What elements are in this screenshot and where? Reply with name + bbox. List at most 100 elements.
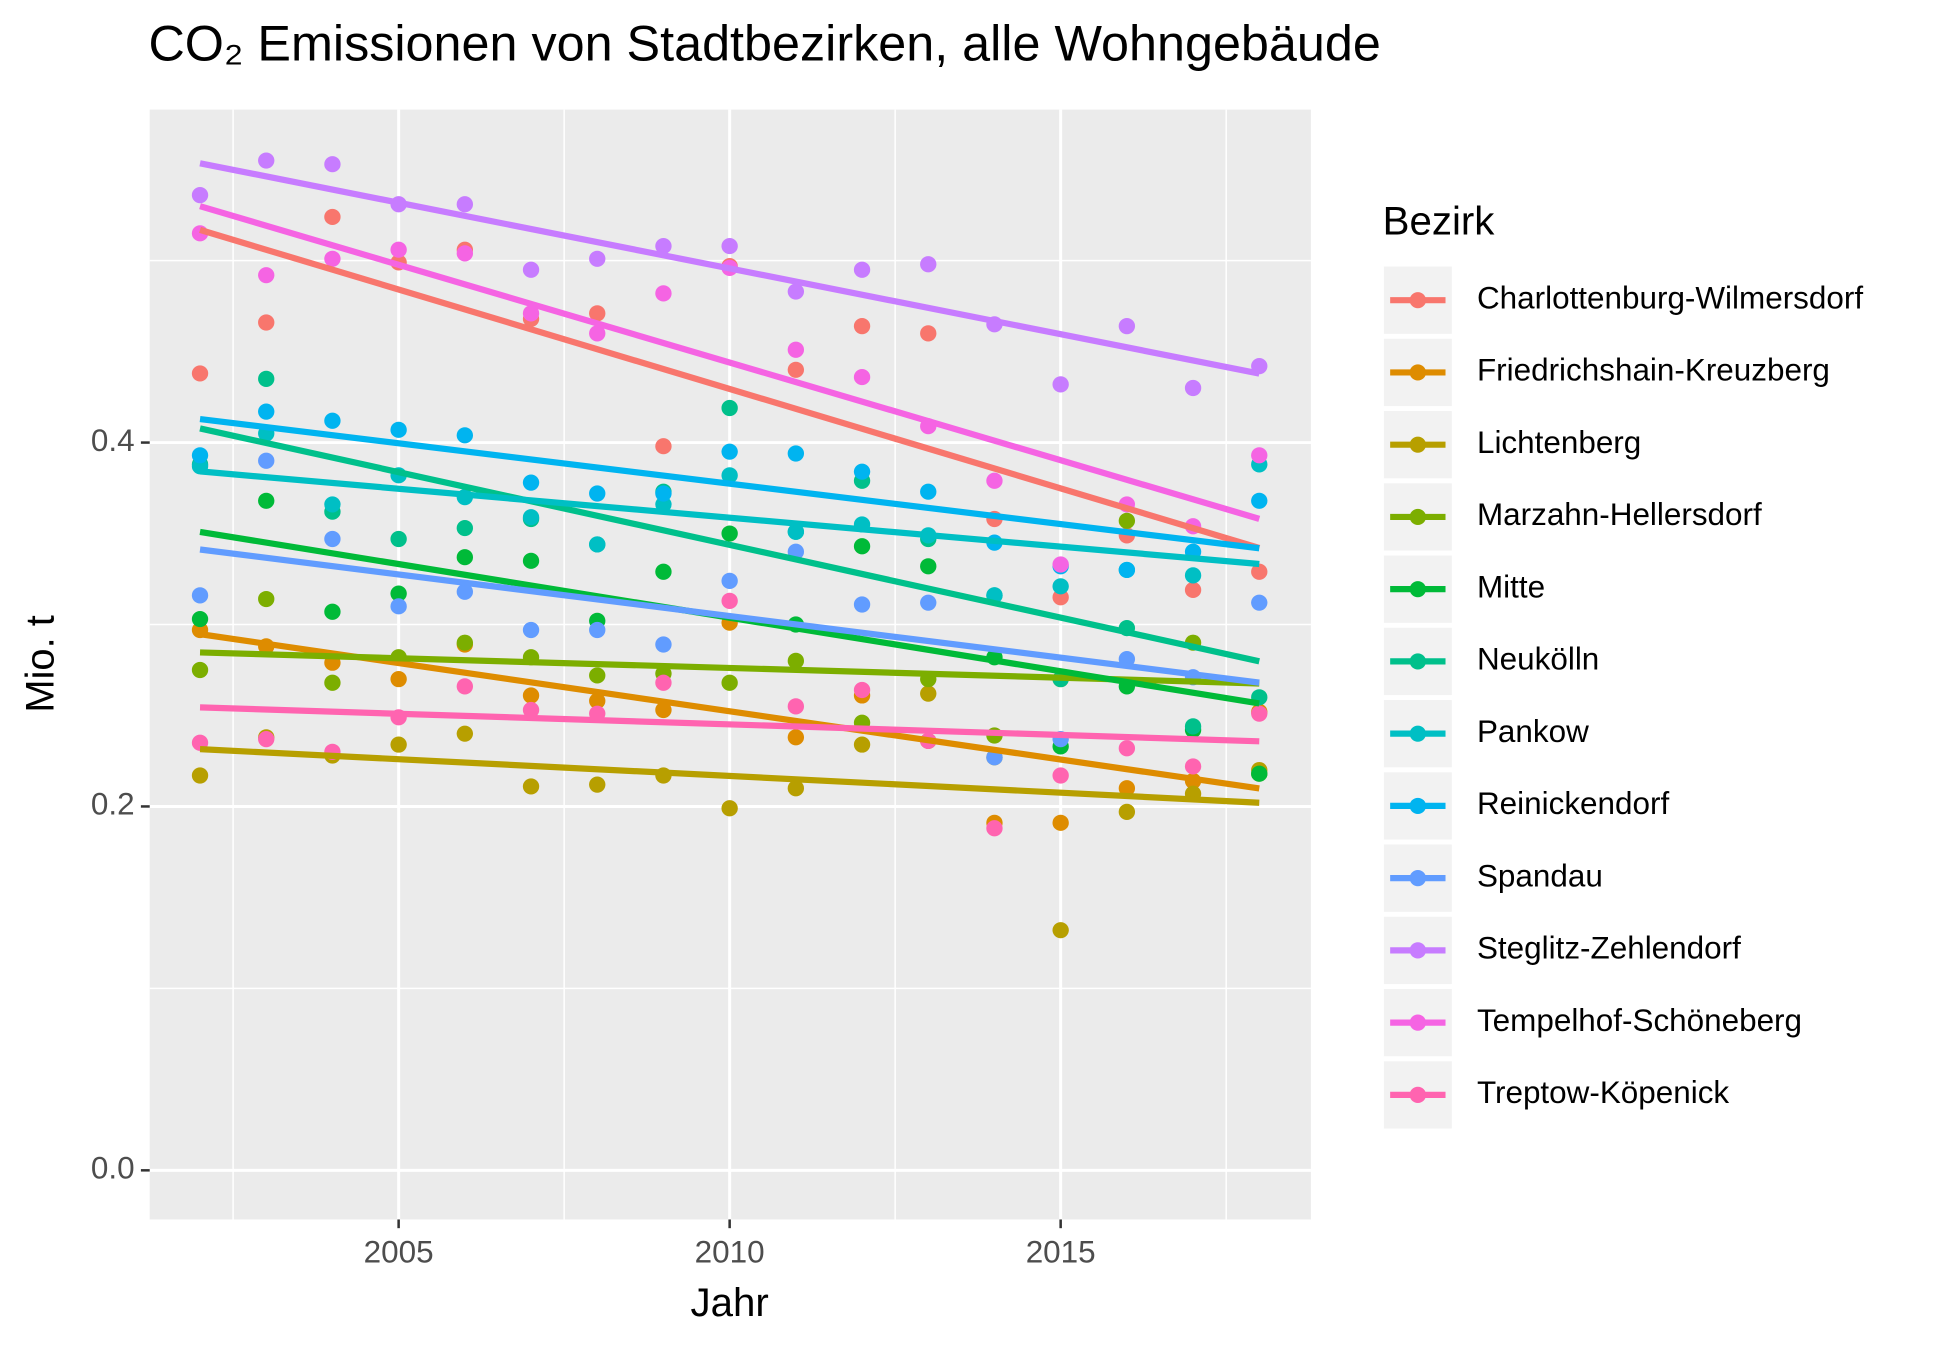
- point: [191, 447, 209, 464]
- point: [258, 267, 275, 284]
- point: [920, 594, 937, 611]
- trend-line: [199, 425, 1260, 665]
- point: [655, 636, 672, 653]
- point: [721, 674, 738, 691]
- legend-dot: [1409, 436, 1427, 453]
- point: [589, 776, 606, 793]
- point: [324, 156, 341, 173]
- point: [1184, 567, 1202, 584]
- point: [191, 610, 209, 628]
- point: [920, 325, 937, 342]
- point: [258, 452, 275, 469]
- legend-dot: [1409, 581, 1427, 598]
- point: [1251, 765, 1268, 782]
- point: [721, 800, 738, 817]
- point: [787, 652, 805, 669]
- point: [853, 681, 871, 699]
- legend-label: Tempelhof-Schöneberg: [1477, 1003, 1802, 1038]
- trend-line: [199, 203, 1261, 522]
- point: [853, 463, 871, 480]
- legend-label: Reinickendorf: [1477, 786, 1670, 821]
- point: [522, 552, 540, 569]
- point: [853, 261, 871, 278]
- point: [655, 485, 672, 502]
- point: [589, 250, 606, 267]
- point: [258, 370, 275, 387]
- point: [853, 318, 871, 335]
- legend-dot: [1409, 1086, 1427, 1103]
- point: [456, 725, 474, 742]
- trend-line: [199, 704, 1260, 745]
- y-tick-label: 0.0: [91, 1151, 135, 1186]
- point: [1052, 814, 1069, 831]
- x-axis-label: Jahr: [691, 1281, 769, 1325]
- point: [456, 678, 474, 695]
- point: [787, 341, 805, 358]
- point: [1251, 563, 1268, 580]
- point: [589, 485, 606, 502]
- point: [191, 587, 209, 604]
- point: [456, 519, 474, 537]
- trend-line: [199, 468, 1260, 568]
- point: [324, 208, 341, 226]
- point: [1052, 556, 1069, 573]
- point: [324, 250, 341, 267]
- point: [1118, 803, 1136, 821]
- trend-line: [199, 746, 1260, 806]
- point: [787, 698, 805, 715]
- point: [390, 598, 407, 615]
- point: [655, 701, 672, 719]
- legend-dot: [1409, 725, 1427, 742]
- point: [522, 701, 540, 719]
- point: [522, 687, 540, 704]
- legend-label: Treptow-Köpenick: [1477, 1075, 1730, 1110]
- point: [324, 674, 341, 691]
- point: [655, 674, 672, 691]
- point: [721, 467, 738, 484]
- point: [1184, 758, 1202, 775]
- legend-dot: [1409, 870, 1427, 887]
- legend-label: Neukölln: [1477, 642, 1599, 677]
- point: [258, 492, 275, 509]
- point: [787, 445, 805, 462]
- y-tick-label: 0.4: [91, 423, 135, 458]
- point: [853, 368, 871, 386]
- point: [258, 590, 275, 608]
- point: [920, 685, 937, 702]
- point: [390, 241, 407, 258]
- point: [1052, 767, 1069, 784]
- point: [258, 152, 275, 169]
- point: [589, 692, 606, 710]
- point: [1118, 780, 1136, 797]
- legend-label: Steglitz-Zehlendorf: [1477, 931, 1741, 966]
- point: [324, 496, 341, 513]
- grid: [149, 109, 1311, 1220]
- point: [986, 820, 1003, 837]
- point: [191, 187, 209, 204]
- point: [522, 305, 540, 322]
- point: [1118, 512, 1136, 529]
- point: [522, 474, 540, 491]
- point: [655, 563, 672, 580]
- legend-dot: [1409, 797, 1427, 815]
- x-tick-label: 2005: [364, 1235, 434, 1270]
- legend-label: Charlottenburg-Wilmersdorf: [1477, 281, 1863, 316]
- point: [853, 736, 871, 753]
- point: [721, 525, 738, 542]
- point: [787, 523, 805, 540]
- point: [1251, 492, 1268, 509]
- point: [390, 736, 407, 753]
- point: [1052, 376, 1069, 393]
- point: [853, 538, 871, 555]
- legend-label: Lichtenberg: [1477, 425, 1641, 460]
- trend-line: [199, 649, 1260, 687]
- point: [986, 472, 1003, 489]
- point: [456, 583, 474, 600]
- trend-line: [199, 226, 1261, 552]
- trend-line: [199, 160, 1260, 377]
- point: [787, 283, 805, 300]
- point: [1052, 578, 1069, 595]
- x-tick-label: 2010: [695, 1235, 765, 1270]
- point: [920, 558, 937, 575]
